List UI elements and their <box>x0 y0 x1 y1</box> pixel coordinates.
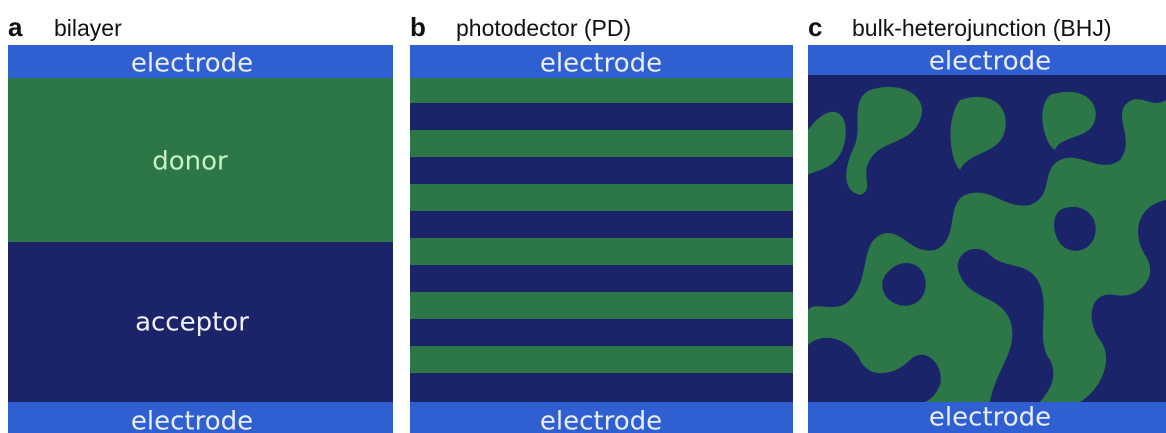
panel-b: b photodector (PD) electrode electrode <box>410 12 793 433</box>
acceptor-label: acceptor <box>135 308 249 338</box>
panel-a: a bilayer electrode donor acceptor elect… <box>8 12 393 433</box>
figure: a bilayer electrode donor acceptor elect… <box>0 0 1166 433</box>
donor-label: donor <box>152 147 228 177</box>
panel-letter: b <box>410 12 426 42</box>
panel-title: bilayer <box>54 15 122 41</box>
panel-c: c bulk-heterojunction (BHJ) electrode el… <box>808 12 1166 433</box>
electrode-label: electrode <box>131 49 253 79</box>
electrode-label: electrode <box>540 407 662 433</box>
panel-title: bulk-heterojunction (BHJ) <box>852 15 1112 41</box>
electrode-label: electrode <box>131 407 253 433</box>
electrode-label: electrode <box>929 47 1051 77</box>
panel-letter: a <box>8 12 23 42</box>
panel-letter: c <box>808 12 822 42</box>
panel-title: photodector (PD) <box>456 15 631 41</box>
electrode-label: electrode <box>929 403 1051 433</box>
electrode-label: electrode <box>540 49 662 79</box>
